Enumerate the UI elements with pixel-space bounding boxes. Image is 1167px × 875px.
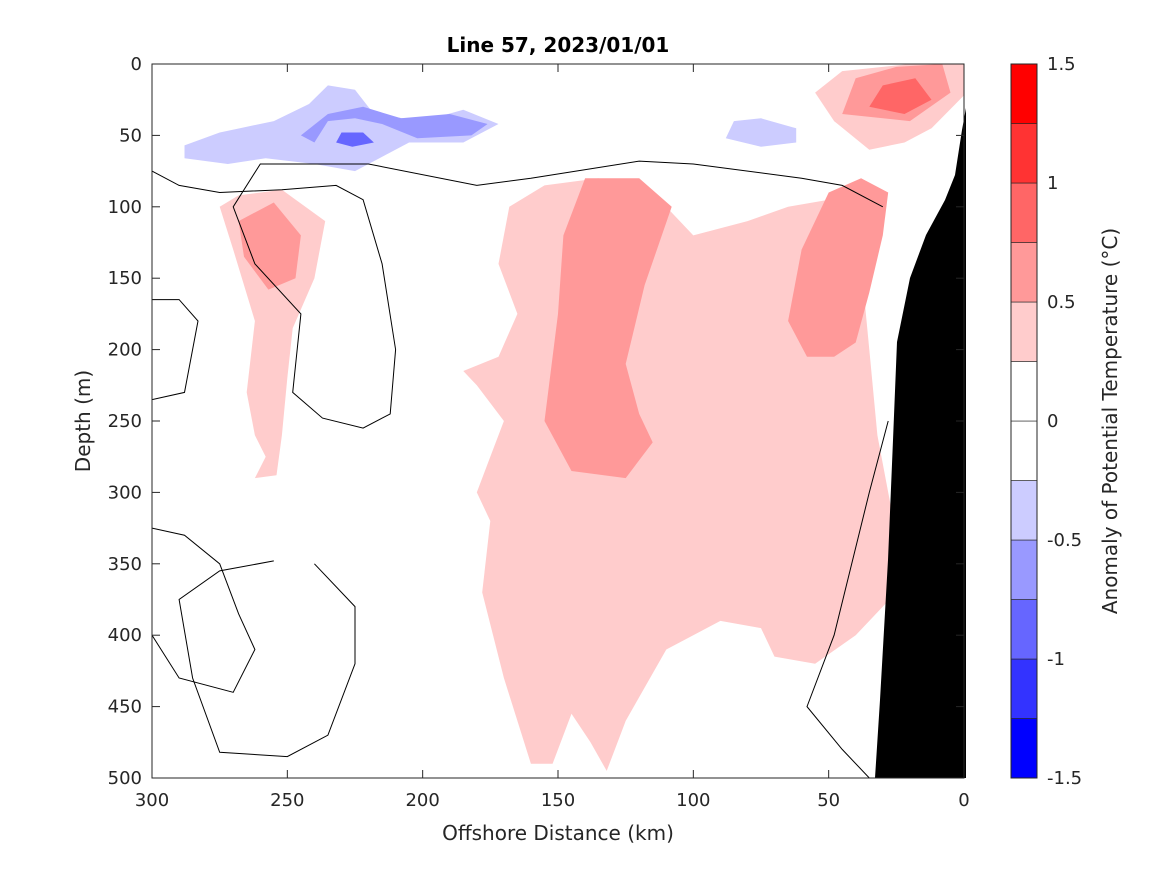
contour-region-cold-core-inner xyxy=(336,132,374,147)
y-tick-label: 250 xyxy=(108,411,142,432)
contour-region-nearshore-warm-core xyxy=(869,78,932,114)
y-tick-label: 300 xyxy=(108,482,142,503)
x-tick-label: 0 xyxy=(958,790,969,811)
colorbar-swatch xyxy=(1010,599,1038,660)
y-axis-label: Depth (m) xyxy=(71,370,95,472)
x-tick-label: 50 xyxy=(817,790,840,811)
x-axis-label: Offshore Distance (km) xyxy=(442,821,674,845)
contour-line-layer xyxy=(152,160,889,778)
y-tick-label: 150 xyxy=(108,268,142,289)
contour-region-offshore-warm-core xyxy=(238,202,301,290)
contour-line-zero-line-nearshore xyxy=(806,420,889,778)
colorbar-swatch xyxy=(1010,480,1038,541)
y-tick-label: 350 xyxy=(108,554,142,575)
contour-line-zero-line-offshore-west xyxy=(152,299,199,401)
colorbar-swatch xyxy=(1010,123,1038,184)
contour-region-cold-lens-east xyxy=(725,118,797,147)
x-tick-label: 300 xyxy=(135,790,169,811)
contour-region-shelf-warm-core xyxy=(788,178,889,357)
colorbar-tick-label: -1.5 xyxy=(1047,768,1082,789)
x-tick-label: 150 xyxy=(541,790,575,811)
colorbar-swatch xyxy=(1010,63,1038,124)
colorbar-tick-label: -0.5 xyxy=(1047,530,1082,551)
y-tick-label: 0 xyxy=(131,54,142,75)
colorbar-swatch xyxy=(1010,301,1038,362)
y-tick-label: 100 xyxy=(108,197,142,218)
contour-line-zero-line-deep-west xyxy=(152,527,256,693)
colorbar-swatch xyxy=(1010,420,1038,481)
x-tick-label: 250 xyxy=(270,790,304,811)
contour-fill-layer xyxy=(157,64,964,771)
y-axis: 0 50 100 150 200 250 300 350 400 450 500 xyxy=(108,54,964,789)
colorbar-swatch xyxy=(1010,658,1038,719)
colorbar-swatch xyxy=(1010,718,1038,779)
colorbar-frame xyxy=(1010,63,1038,779)
y-tick-label: 500 xyxy=(108,768,142,789)
contour-region-main-warm-core xyxy=(544,178,672,479)
x-tick-label: 100 xyxy=(676,790,710,811)
contour-line-zero-line-surface xyxy=(152,160,884,429)
colorbar-tick-label: 0.5 xyxy=(1047,292,1076,313)
bathymetry-seafloor xyxy=(875,108,966,778)
contour-line-zero-line-deep-eddy xyxy=(178,560,356,758)
colorbar-label: Anomaly of Potential Temperature (°C) xyxy=(1098,228,1122,614)
y-tick-label: 450 xyxy=(108,697,142,718)
colorbar-tick-label: 1.5 xyxy=(1047,54,1076,75)
colorbar-tick-label: -1 xyxy=(1047,649,1065,670)
colorbar-swatch xyxy=(1010,242,1038,303)
contour-region-cold-core-mid xyxy=(300,106,488,143)
x-tick-label: 200 xyxy=(405,790,439,811)
y-tick-label: 400 xyxy=(108,625,142,646)
chart-title: Line 57, 2023/01/01 xyxy=(447,33,670,57)
colorbar: 1.5 1 0.5 0 -0.5 -1 -1.5 xyxy=(1010,54,1082,789)
contour-region-cold-core-outer xyxy=(184,85,499,172)
colorbar-swatch xyxy=(1010,539,1038,600)
y-tick-label: 200 xyxy=(108,340,142,361)
colorbar-swatch xyxy=(1010,361,1038,422)
colorbar-tick-label: 0 xyxy=(1047,411,1058,432)
contour-region-offshore-warm-column xyxy=(219,189,326,479)
y-tick-label: 50 xyxy=(119,125,142,146)
colorbar-swatch xyxy=(1010,182,1038,243)
x-axis: 300 250 200 150 100 50 0 xyxy=(135,64,970,811)
colorbar-tick-label: 1 xyxy=(1047,173,1058,194)
